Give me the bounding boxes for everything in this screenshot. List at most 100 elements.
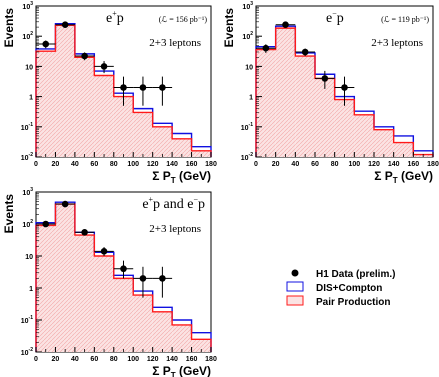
x-tick-label: 0 [34,161,38,168]
x-tick-label: 180 [205,356,217,363]
data-point [55,200,75,208]
legend: H1 Data (prelim.) DIS+Compton Pair Produ… [286,269,395,308]
pair-production-bar [275,28,296,158]
y-tick-label: 1 [29,95,33,102]
panel-title: e−p [326,9,344,26]
y-tick-label: 102 [22,219,33,229]
x-tick-label: 60 [90,161,98,168]
panel-subtitle: 2+3 leptons [149,37,201,49]
x-tick-label: 140 [388,161,400,168]
y-tick-label: 10-2 [21,152,33,162]
legend-label-dis-compton: DIS+Compton [316,283,382,294]
x-tick-label: 40 [71,356,79,363]
y-tick-label: 10 [25,254,33,261]
luminosity-label: (ℒ = 119 pb⁻¹) [381,15,429,24]
pair-production-bar [133,295,153,352]
panel-title: e+p and e−p [142,195,205,212]
data-point [275,21,296,29]
legend-marker-data [291,269,299,277]
x-tick-label: 20 [52,356,60,363]
pair-production-bar [55,204,75,352]
pair-production-bar [315,78,335,157]
x-tick-label: 120 [147,356,159,363]
x-tick-label: 180 [427,161,439,168]
y-tick-label: 103 [22,1,33,11]
x-tick-label: 80 [110,161,118,168]
pair-production-bar [191,339,211,352]
data-point [113,260,134,279]
pair-production-bar [152,311,173,352]
pair-production-bar [256,49,276,157]
legend-marker-dis-compton [286,281,304,292]
data-point [334,76,355,106]
pair-production-bar [191,150,211,157]
x-tick-label: 0 [34,356,38,363]
x-axis-label: Σ PT (GeV) [152,169,211,185]
panel-title: e+p [106,9,124,26]
y-tick-label: 10-1 [21,122,33,132]
data-point [152,266,173,298]
x-tick-label: 20 [272,161,280,168]
pair-production-bar [295,56,315,157]
legend-marker-pair-production [286,295,304,306]
panel-subtitle: 2+3 leptons [149,223,201,235]
pair-production-bar [172,138,192,157]
x-tick-label: 60 [311,161,319,168]
x-tick-label: 100 [127,356,139,363]
x-tick-label: 120 [368,161,380,168]
pair-production-bar [94,256,114,352]
data-point [113,76,134,106]
pair-production-bar [152,126,173,157]
pair-production-bar [172,324,192,352]
data-point [36,40,56,49]
x-tick-label: 140 [166,161,178,168]
pair-production-bar [133,112,153,157]
data-point [74,229,95,236]
luminosity-label: (ℒ = 156 pb⁻¹) [159,15,208,24]
y-tick-label: 1 [249,95,253,102]
y-tick-label: 10-2 [21,347,33,357]
pair-production-bar [113,278,134,352]
x-tick-label: 120 [147,161,159,168]
data-point [133,76,153,106]
pair-production-bar [94,75,114,157]
x-tick-label: 40 [291,161,299,168]
pair-production-bar [36,51,56,157]
data-point [74,52,95,61]
x-tick-label: 20 [52,161,60,168]
y-tick-label: 10-1 [21,315,33,325]
pair-production-bar [74,57,95,157]
panel-eplus: 0 20 40 60 80 100 120 140 160 180 10-2 10-1 1 10 102 10… [2,1,217,185]
pair-production-bar [113,96,134,157]
y-tick-label: 1 [29,286,33,293]
pair-production-bar [334,99,355,157]
y-axis-label: Events [2,8,16,48]
data-point [256,44,276,53]
y-tick-label: 103 [22,187,33,197]
data-point [94,247,114,256]
x-tick-label: 100 [127,161,139,168]
y-tick-label: 102 [242,31,253,41]
y-tick-label: 10 [25,64,33,71]
legend-label-data: H1 Data (prelim.) [316,269,395,280]
x-tick-label: 160 [186,161,198,168]
x-tick-label: 0 [254,161,258,168]
x-tick-label: 100 [348,161,360,168]
data-point [94,61,114,74]
y-axis-label: Events [222,8,236,48]
y-tick-label: 10 [245,64,253,71]
y-axis-label: Events [2,194,16,234]
x-tick-label: 80 [110,356,118,363]
y-tick-label: 102 [22,31,33,41]
data-point [55,21,75,29]
x-tick-label: 80 [331,161,339,168]
x-tick-label: 60 [90,356,98,363]
legend-label-pair-production: Pair Production [316,297,390,308]
pair-production-bar [354,114,374,157]
y-tick-label: 103 [242,1,253,11]
data-point [295,48,315,57]
x-tick-label: 160 [407,161,419,168]
pair-production-bar [74,235,95,352]
x-tick-label: 180 [205,161,217,168]
